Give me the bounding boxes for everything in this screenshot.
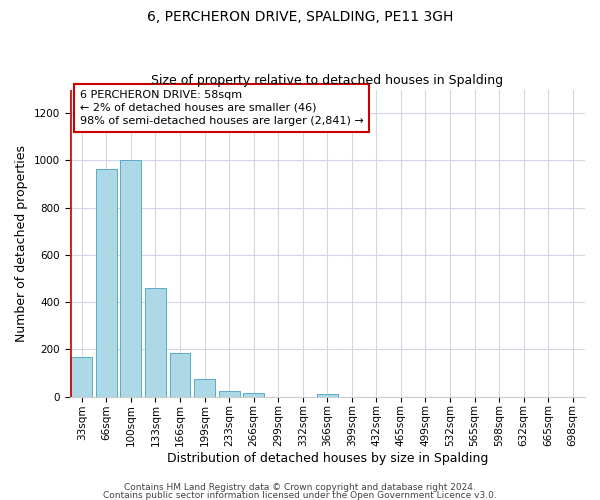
Bar: [317, 394, 338, 396]
Bar: [170, 353, 190, 397]
Bar: [243, 393, 264, 396]
Text: 6, PERCHERON DRIVE, SPALDING, PE11 3GH: 6, PERCHERON DRIVE, SPALDING, PE11 3GH: [147, 10, 453, 24]
Text: Contains public sector information licensed under the Open Government Licence v3: Contains public sector information licen…: [103, 490, 497, 500]
Bar: [145, 288, 166, 397]
Bar: [71, 356, 92, 397]
Y-axis label: Number of detached properties: Number of detached properties: [15, 144, 28, 342]
Text: Contains HM Land Registry data © Crown copyright and database right 2024.: Contains HM Land Registry data © Crown c…: [124, 484, 476, 492]
Text: 6 PERCHERON DRIVE: 58sqm
← 2% of detached houses are smaller (46)
98% of semi-de: 6 PERCHERON DRIVE: 58sqm ← 2% of detache…: [80, 90, 364, 126]
Bar: [194, 379, 215, 396]
X-axis label: Distribution of detached houses by size in Spalding: Distribution of detached houses by size …: [167, 452, 488, 465]
Title: Size of property relative to detached houses in Spalding: Size of property relative to detached ho…: [151, 74, 503, 87]
Bar: [96, 168, 117, 396]
Bar: [121, 160, 142, 396]
Bar: [218, 391, 239, 396]
